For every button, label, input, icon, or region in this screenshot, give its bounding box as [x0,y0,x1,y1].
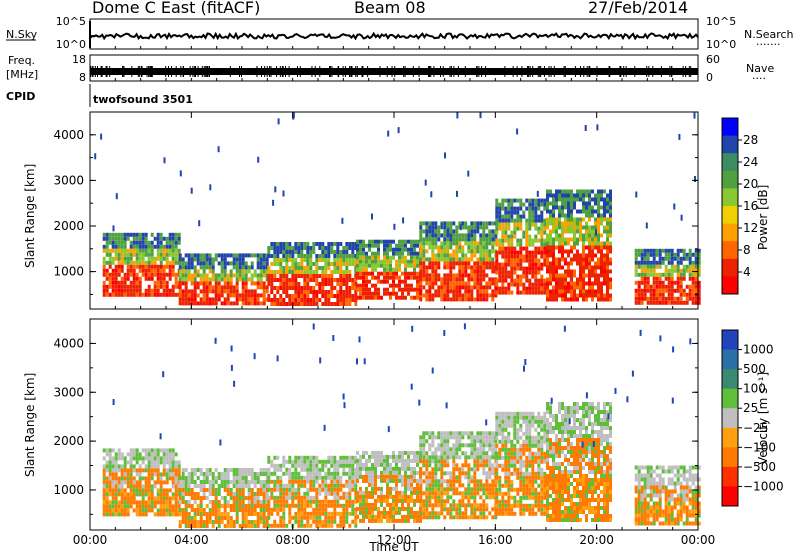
nave-label: Nave [746,62,774,75]
colorbar-swatch [722,466,738,487]
beam-title: Beam 08 [354,0,426,17]
nsky-label: N.Sky [6,28,38,41]
colorbar-swatch [722,241,738,260]
date-title: 27/Feb/2014 [588,0,688,17]
freq-trace [90,66,698,77]
nsky-trace [89,21,699,48]
freq-right-tick-top: 60 [706,53,720,66]
nsky-panel: N.Sky 10^5 10^0 10^5 10^0 N.Search ·····… [6,15,794,51]
colorbar-swatch [722,223,738,242]
colorbar-tick-label: 16 [743,199,758,213]
colorbar-tick-label: −100 [743,440,776,454]
colorbar-tick-label: 25 [743,401,758,415]
x-tick-label: 04:00 [174,533,209,547]
x-tick-label: 20:00 [579,533,614,547]
colorbar-swatch [722,258,738,277]
colorbar-swatch [722,408,738,429]
power-colorbar: 4 8 12 16 20 24 28 [721,117,758,295]
colorbar-swatch [722,486,738,507]
power-panel: 1000 2000 3000 4000 Slant Range [km] 4 8 12 16… [23,111,770,310]
colorbar-tick-label: 12 [743,221,758,235]
freq-right-tick-bottom: 0 [706,71,713,84]
x-tick-label: 08:00 [275,533,310,547]
nsky-left-tick-top: 10^5 [56,15,86,28]
colorbar-tick-label: 24 [743,155,758,169]
x-tick-label: 00:00 [681,533,716,547]
y-tick-label: 4000 [53,128,84,142]
freq-left-tick-top: 18 [72,53,86,66]
nsky-left-tick-bottom: 10^0 [56,38,86,51]
colorbar-tick-label: 1000 [743,343,774,357]
colorbar-tick-label: 500 [743,362,766,376]
colorbar-tick-label: 8 [743,243,751,257]
x-tick-label: 12:00 [377,533,412,547]
colorbar-swatch [722,118,738,137]
x-axis-label: Time UT [368,540,419,554]
colorbar-tick-label: −25 [743,421,768,435]
y-tick-label: 2000 [53,434,84,448]
colorbar-tick-label: 20 [743,177,758,191]
nsky-right-tick-top: 10^5 [706,15,736,28]
station-title: Dome C East (fitACF) [92,0,260,17]
colorbar-swatch [722,170,738,189]
colorbar-swatch [722,188,738,207]
velocity-heatmap [102,323,701,528]
colorbar-tick-label: −1000 [743,479,784,493]
velocity-colorbar-label: Velocity [m s⁻¹] [756,372,770,465]
colorbar-swatch [722,349,738,370]
freq-left-tick-bottom: 8 [79,71,86,84]
colorbar-swatch [722,330,738,351]
cpid-label: CPID [6,90,35,103]
velocity-panel: 1000 2000 3000 4000 Slant Range [km] 1000 50… [23,318,784,531]
nsearch-dots: ······· [756,38,780,51]
velocity-y-axis-label: Slant Range [km] [23,373,37,477]
y-tick-label: 2000 [53,219,84,233]
colorbar-swatch [722,427,738,448]
y-tick-label: 1000 [53,483,84,497]
colorbar-swatch [722,206,738,225]
power-y-axis-label: Slant Range [km] [23,164,37,268]
power-heatmap [94,112,701,306]
colorbar-swatch [722,388,738,409]
y-tick-label: 3000 [53,385,84,399]
colorbar-tick-label: −500 [743,460,776,474]
colorbar-tick-label: 4 [743,265,751,279]
cpid-program: twofsound 3501 [93,93,193,106]
x-tick-label: 00:00 [73,533,108,547]
colorbar-tick-label: 100 [743,382,766,396]
colorbar-swatch [722,447,738,468]
nsky-right-tick-bottom: 10^0 [706,38,736,51]
nsearch-label: N.Search [744,28,794,41]
y-tick-label: 3000 [53,173,84,187]
velocity-colorbar: 1000 500 100 25 −25 −100 −500 −1000 [721,329,784,507]
time-axis: 00:00 04:00 08:00 12:00 16:00 20:00 00:00 [73,46,716,547]
colorbar-swatch [722,135,738,154]
x-tick-label: 16:00 [478,533,513,547]
freq-panel: Freq. [MHz] 18 8 60 0 Nave ···· [6,53,774,85]
power-colorbar-label: Power [dB] [756,185,770,250]
colorbar-swatch [722,369,738,390]
y-tick-label: 1000 [53,265,84,279]
y-tick-label: 4000 [53,336,84,350]
freq-label: Freq. [8,54,35,67]
colorbar-swatch [722,153,738,172]
colorbar-swatch [722,276,738,295]
freq-unit-label: [MHz] [6,68,38,81]
nave-dots: ···· [752,72,766,85]
colorbar-tick-label: 28 [743,133,758,147]
